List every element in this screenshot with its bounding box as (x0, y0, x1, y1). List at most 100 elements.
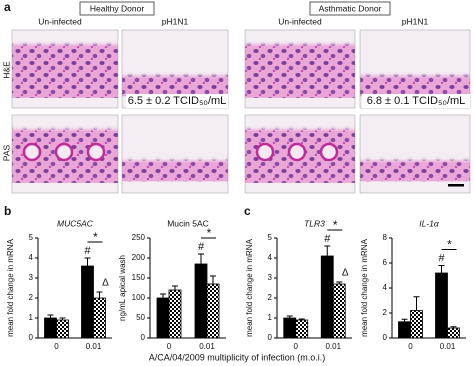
y-tick-label: 4 (268, 253, 273, 262)
annotation: # (198, 241, 205, 253)
bar (398, 321, 411, 339)
goblet-cell (255, 142, 275, 162)
error-bar (96, 291, 103, 298)
annotation: Δ (342, 268, 349, 279)
y-axis-label: mean fold change in mRNA (360, 238, 369, 336)
x-tick-label: 0 (408, 342, 413, 351)
micrograph-bg (360, 115, 470, 193)
error-bar (160, 293, 166, 298)
tissue-edge (122, 72, 228, 78)
goblet-cell (319, 142, 339, 162)
y-tick-label: 200 (132, 253, 146, 262)
bar (320, 255, 334, 339)
micrograph-bg (122, 115, 228, 193)
y-tick-label: 2 (29, 293, 34, 302)
y-tick-label: 0 (141, 333, 146, 342)
x-tick-label: 0.01 (86, 342, 102, 351)
tissue-edge (245, 41, 355, 47)
annotation: # (438, 252, 445, 264)
x-tick-label: 0.01 (199, 342, 215, 351)
error-bar (298, 318, 305, 320)
error-bar (324, 245, 331, 256)
tissue-edge (12, 41, 118, 47)
bar (194, 263, 208, 339)
scale-bar (448, 184, 464, 187)
error-bar (47, 314, 54, 318)
y-tick-label: 250 (132, 233, 146, 242)
x-tick-label: 0.01 (440, 342, 456, 351)
bar (44, 317, 57, 339)
micrograph-frame (359, 114, 471, 194)
y-tick-label: 5 (29, 233, 34, 242)
x-axis-label: A/CA/04/2009 multiplicity of infection (… (149, 352, 326, 362)
group-header: Healthy Donor (90, 3, 145, 13)
y-tick-label: 5 (268, 233, 273, 242)
label-bg (126, 94, 228, 108)
error-bar (210, 275, 216, 284)
y-tick-label: 100 (132, 293, 146, 302)
annotation: * (93, 230, 98, 244)
panel-label: a (4, 0, 11, 14)
x-tick-label: 0 (167, 342, 172, 351)
y-tick-label: 1 (29, 313, 34, 322)
tissue-edge (12, 126, 118, 132)
bar (168, 289, 182, 339)
bar (283, 317, 297, 339)
y-axis-label: mean fold change in mRNA (245, 238, 254, 336)
error-bar (336, 281, 343, 284)
y-tick-label: 0 (268, 333, 273, 342)
tissue (360, 157, 470, 182)
chart-title: MUC5AC (57, 218, 94, 228)
y-tick-label: 50 (136, 313, 145, 322)
micrograph-frame (11, 114, 119, 194)
bar (156, 297, 170, 339)
micrograph-frame (244, 114, 356, 194)
error-bar (401, 318, 408, 322)
micrograph-frame (11, 29, 119, 109)
panel-label: c (244, 204, 251, 218)
tissue-edge (360, 157, 470, 163)
goblet-cell (86, 142, 106, 162)
column-header: Un-infected (38, 16, 82, 26)
error-bar (286, 315, 293, 318)
error-bar (84, 257, 91, 266)
panel-label: b (4, 204, 11, 218)
goblet-cell (54, 142, 74, 162)
titer-label: 6.5 ± 0.2 TCID₅₀/mL (128, 95, 227, 107)
bar (56, 319, 69, 339)
goblet-cell (287, 142, 307, 162)
label-bg (362, 94, 470, 108)
error-bar (413, 296, 420, 311)
y-tick-label: 6 (383, 258, 388, 267)
row-label: H&E (1, 61, 11, 79)
tissue (245, 41, 355, 98)
y-tick-label: 1 (268, 313, 273, 322)
chart-title: TLR3 (304, 218, 325, 228)
y-tick-label: 0 (29, 333, 34, 342)
y-tick-label: 8 (383, 233, 388, 242)
column-header: pH1N1 (162, 16, 189, 26)
y-tick-label: 4 (383, 283, 388, 292)
header-box (79, 1, 155, 16)
y-tick-label: 150 (132, 273, 146, 282)
error-bar (59, 317, 66, 320)
tissue-edge (245, 126, 355, 132)
annotation: # (324, 233, 331, 245)
bar (435, 272, 448, 339)
x-tick-label: 0.01 (325, 342, 341, 351)
y-tick-label: 4 (29, 253, 34, 262)
tissue-edge (122, 157, 228, 163)
annotation: * (333, 218, 338, 232)
annotation: # (84, 245, 91, 257)
x-tick-label: 0 (294, 342, 299, 351)
error-bar (438, 265, 445, 273)
x-tick-label: 0 (54, 342, 59, 351)
error-bar (172, 285, 178, 290)
tissue (360, 72, 470, 97)
bar (93, 297, 106, 339)
y-tick-label: 2 (383, 308, 388, 317)
error-bar (198, 253, 204, 264)
annotation: Δ (102, 278, 109, 289)
header-box (309, 1, 391, 16)
